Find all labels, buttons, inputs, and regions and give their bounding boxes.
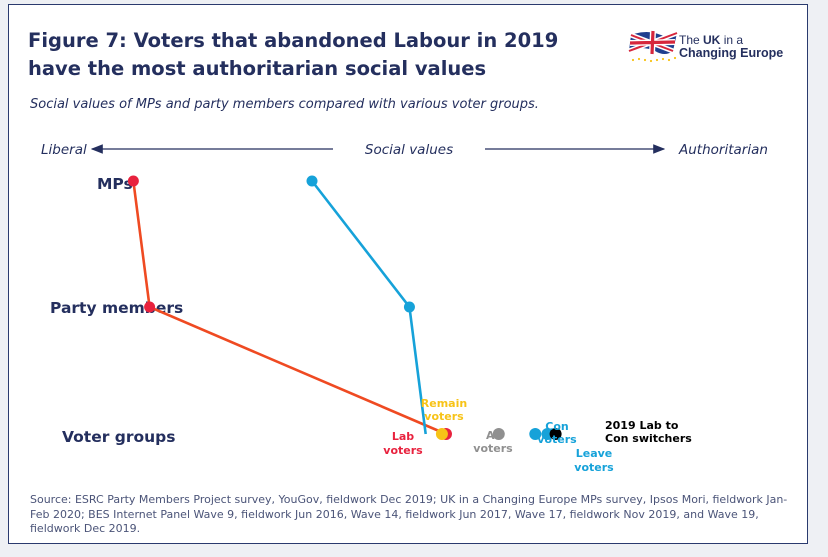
- annotation-lab-line1: Lab: [392, 430, 414, 443]
- logo-line-1: The UK in a: [679, 33, 744, 47]
- annotation-lab: Lab voters: [383, 430, 423, 457]
- annotation-leave-line2: voters: [574, 461, 614, 474]
- point-lab-party-members: [144, 301, 156, 313]
- point-con-party-members: [403, 301, 415, 313]
- annotation-switchers: 2019 Lab to Con switchers: [605, 419, 692, 445]
- figure-subtitle: Social values of MPs and party members c…: [30, 97, 539, 112]
- point-all-voters: [492, 428, 505, 440]
- annotation-switchers-line2: Con switchers: [605, 432, 692, 445]
- source-note: Source: ESRC Party Members Project surve…: [30, 493, 788, 535]
- union-flag-icon: [628, 30, 678, 63]
- row-label-mps: MPs: [97, 175, 133, 193]
- annotation-all-line2: voters: [473, 442, 513, 455]
- annotation-leave: Leave voters: [574, 447, 614, 474]
- annotation-con-line2: voters: [537, 433, 577, 446]
- axis-label-center: Social values: [365, 142, 453, 158]
- annotation-con-line1: Con: [545, 420, 568, 433]
- row-label-voter-groups: Voter groups: [62, 428, 176, 446]
- point-lab-mps: [127, 175, 139, 187]
- social-values-chart: Liberal Social values Authoritarian MPs …: [41, 142, 768, 474]
- point-2019-lab-to-con-switchers: [549, 428, 562, 440]
- points-layer: [127, 175, 562, 440]
- figure-card: Figure 7: Voters that abandoned Labour i…: [8, 4, 808, 544]
- point-con-voters: [529, 428, 542, 440]
- annotation-remain-line1: Remain: [421, 397, 467, 410]
- point-remain-voters: [435, 428, 448, 440]
- annotation-lab-line2: voters: [383, 444, 423, 457]
- annotation-con: Con voters: [537, 420, 577, 446]
- annotation-switchers-line1: 2019 Lab to: [605, 419, 679, 432]
- logo-line-2: Changing Europe: [679, 46, 784, 60]
- row-label-party-members: Party members: [50, 299, 183, 317]
- annotation-all: All voters: [473, 429, 513, 455]
- ukice-logo: The UK in a Changing Europe: [627, 27, 797, 71]
- axis-label-authoritarian: Authoritarian: [678, 142, 768, 158]
- annotation-leave-line1: Leave: [576, 447, 613, 460]
- axis-label-liberal: Liberal: [41, 142, 87, 158]
- annotation-all-line1: All: [486, 429, 502, 442]
- figure-title: Figure 7: Voters that abandoned Labour i…: [28, 29, 559, 80]
- annotation-remain-line2: voters: [424, 410, 464, 423]
- point-con-mps: [306, 175, 318, 187]
- annotation-remain: Remain voters: [421, 397, 467, 423]
